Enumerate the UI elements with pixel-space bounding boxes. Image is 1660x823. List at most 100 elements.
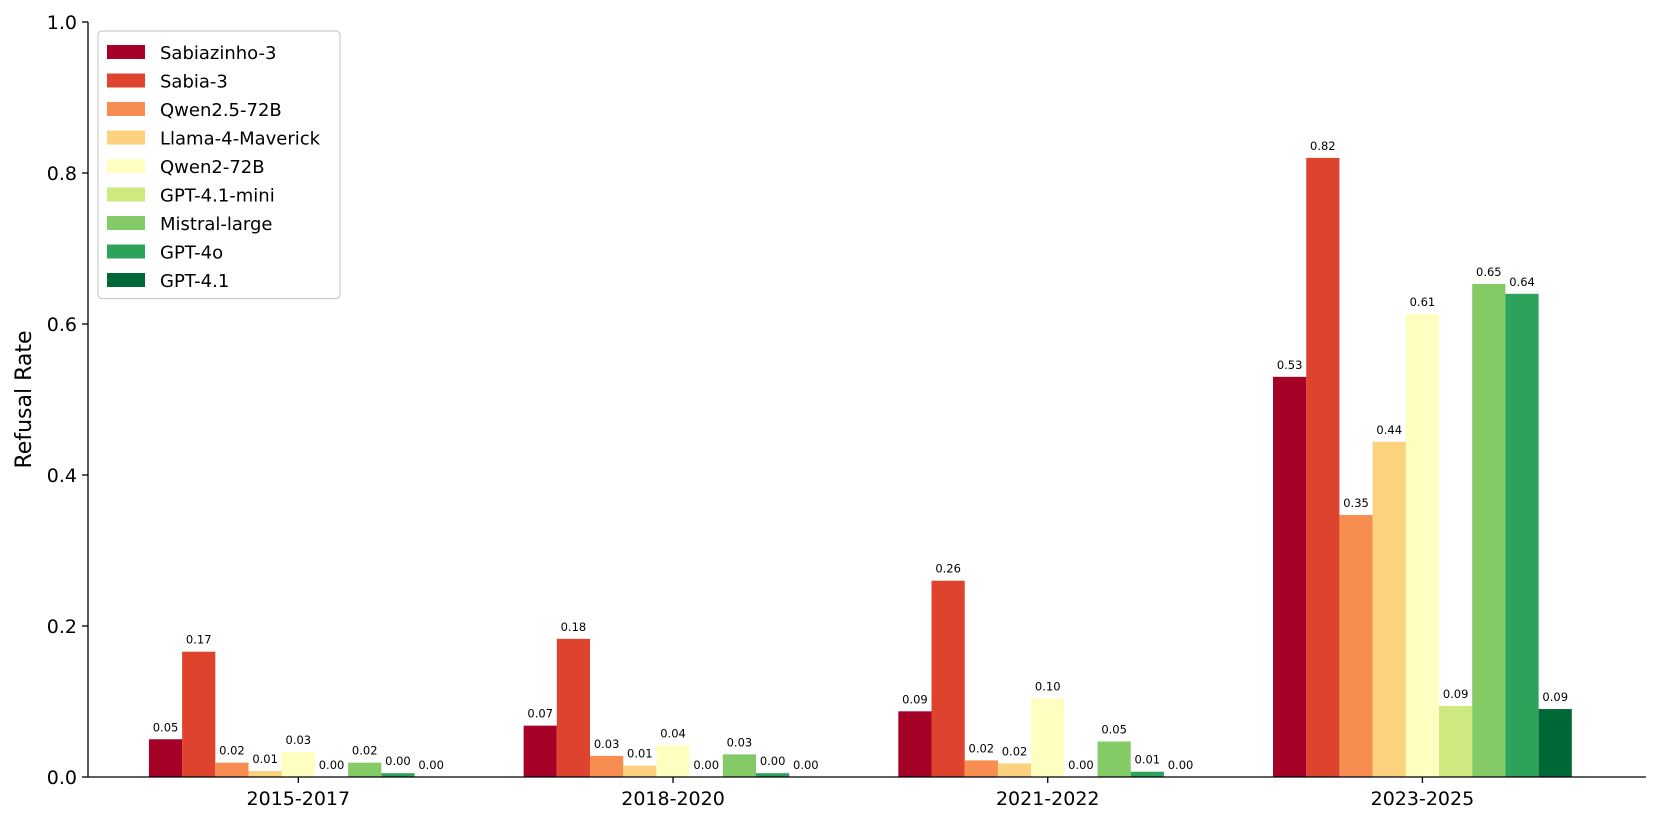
legend-label: Llama-4-Maverick bbox=[160, 129, 321, 150]
bar-value-label: 0.26 bbox=[935, 562, 961, 576]
bar-value-label: 0.00 bbox=[760, 754, 786, 768]
y-ticks-layer: 0.0 0.2 0.4 0.6 0.8 1.0 bbox=[47, 12, 88, 789]
bar bbox=[623, 765, 657, 777]
bar bbox=[523, 725, 557, 777]
bar-value-label: 0.04 bbox=[660, 726, 686, 740]
legend-label: Sabia-3 bbox=[160, 72, 228, 93]
legend-frame bbox=[97, 30, 341, 300]
legend-swatch bbox=[107, 216, 145, 230]
legend-item: GPT-4.1 bbox=[107, 271, 229, 292]
bar-value-label: 0.07 bbox=[527, 707, 553, 721]
bar bbox=[215, 762, 249, 777]
legend-label: Sabiazinho-3 bbox=[160, 43, 276, 64]
bar-value-label: 0.00 bbox=[418, 758, 444, 772]
bar-value-label: 0.01 bbox=[1135, 753, 1161, 767]
y-axis-title: Refusal Rate bbox=[12, 330, 37, 468]
bar-value-label: 0.09 bbox=[1542, 690, 1568, 704]
bar bbox=[1097, 741, 1131, 777]
bar bbox=[1372, 441, 1406, 777]
bar-value-label: 0.82 bbox=[1310, 139, 1336, 153]
bar bbox=[1472, 283, 1506, 777]
x-ticks-layer: 2015-2017 2018-2020 2021-2022 2023-2025 bbox=[247, 777, 1475, 810]
legend-item: Llama-4-Maverick bbox=[107, 129, 321, 150]
bar bbox=[1130, 771, 1164, 777]
bar-value-label: 0.00 bbox=[319, 758, 345, 772]
bar-value-label: 0.05 bbox=[1101, 723, 1127, 737]
y-tick-label: 0.0 bbox=[47, 767, 77, 789]
x-tick-label: 2015-2017 bbox=[247, 788, 351, 810]
legend-item: GPT-4.1-mini bbox=[107, 186, 275, 207]
legend-item: Sabiazinho-3 bbox=[107, 43, 276, 64]
legend-swatch bbox=[107, 273, 145, 287]
bar-value-label: 0.09 bbox=[902, 692, 928, 706]
bar bbox=[148, 739, 183, 777]
bar-value-label: 0.02 bbox=[219, 744, 245, 758]
bar-value-label: 0.00 bbox=[1168, 758, 1194, 772]
bar bbox=[281, 752, 315, 777]
bar bbox=[756, 773, 790, 777]
legend-swatch bbox=[107, 102, 145, 116]
y-tick-label: 0.8 bbox=[47, 163, 77, 185]
bar bbox=[381, 773, 415, 777]
x-tick-label: 2021-2022 bbox=[996, 788, 1100, 810]
bar bbox=[722, 754, 757, 777]
bar-value-label: 0.10 bbox=[1035, 679, 1061, 693]
legend: Sabiazinho-3 Sabia-3 Qwen2.5-72B Llama-4-Ma… bbox=[97, 30, 341, 300]
legend-swatch bbox=[107, 187, 145, 202]
bar-value-label: 0.35 bbox=[1343, 496, 1369, 510]
bar-value-label: 0.17 bbox=[186, 633, 212, 647]
bar-value-label: 0.44 bbox=[1376, 423, 1402, 437]
bars-layer bbox=[148, 157, 1572, 777]
legend-swatch bbox=[107, 73, 145, 88]
bar-value-label: 0.02 bbox=[969, 741, 995, 755]
bar-value-label: 0.03 bbox=[594, 737, 620, 751]
legend-item: Mistral-large bbox=[107, 214, 273, 235]
x-tick-label: 2023-2025 bbox=[1371, 788, 1475, 810]
bar-value-label: 0.02 bbox=[352, 744, 378, 758]
bar bbox=[556, 638, 591, 777]
legend-swatch bbox=[107, 159, 145, 173]
x-tick-label: 2018-2020 bbox=[621, 788, 725, 810]
bar-value-label: 0.00 bbox=[793, 758, 819, 772]
bar bbox=[1538, 709, 1572, 777]
bar bbox=[656, 745, 690, 777]
bar-value-label: 0.01 bbox=[252, 752, 278, 766]
bar-value-label: 0.18 bbox=[561, 620, 587, 634]
bar bbox=[1273, 376, 1307, 777]
legend-label: Qwen2-72B bbox=[160, 157, 265, 178]
bar bbox=[931, 580, 965, 777]
legend-swatch bbox=[107, 244, 145, 259]
bar-value-label: 0.09 bbox=[1443, 687, 1469, 701]
bar bbox=[964, 760, 998, 777]
bar bbox=[898, 711, 932, 777]
bar bbox=[1339, 515, 1373, 777]
legend-label: Qwen2.5-72B bbox=[160, 100, 282, 121]
bar-value-label: 0.05 bbox=[153, 720, 179, 734]
bar bbox=[348, 762, 382, 777]
bar-value-label: 0.53 bbox=[1277, 358, 1303, 372]
legend-swatch bbox=[107, 45, 145, 59]
y-tick-label: 0.2 bbox=[47, 616, 77, 638]
bar-value-label: 0.64 bbox=[1509, 275, 1535, 289]
axes-layer bbox=[87, 22, 1646, 778]
legend-item: GPT-4o bbox=[107, 243, 223, 264]
bar-labels-layer: 0.05 0.17 0.02 0.01 0.03 0.00 0.02 0.00 0.00 0.07… bbox=[153, 139, 1568, 772]
y-tick-label: 0.4 bbox=[47, 465, 77, 487]
bar-value-label: 0.00 bbox=[1068, 758, 1094, 772]
bar bbox=[1439, 706, 1473, 777]
bar-value-label: 0.65 bbox=[1476, 265, 1502, 279]
bar-value-label: 0.61 bbox=[1410, 295, 1436, 309]
bar bbox=[1505, 293, 1539, 777]
bar-value-label: 0.01 bbox=[627, 747, 653, 761]
legend-label: GPT-4.1 bbox=[160, 271, 229, 292]
legend-label: Mistral-large bbox=[160, 214, 273, 235]
bar bbox=[997, 763, 1032, 777]
bar-value-label: 0.00 bbox=[693, 758, 719, 772]
bar-value-label: 0.02 bbox=[1002, 744, 1028, 758]
legend-item: Sabia-3 bbox=[107, 72, 228, 93]
legend-item: Qwen2.5-72B bbox=[107, 100, 282, 121]
bar bbox=[590, 755, 624, 777]
bar bbox=[182, 651, 216, 777]
y-tick-label: 0.6 bbox=[47, 314, 77, 336]
